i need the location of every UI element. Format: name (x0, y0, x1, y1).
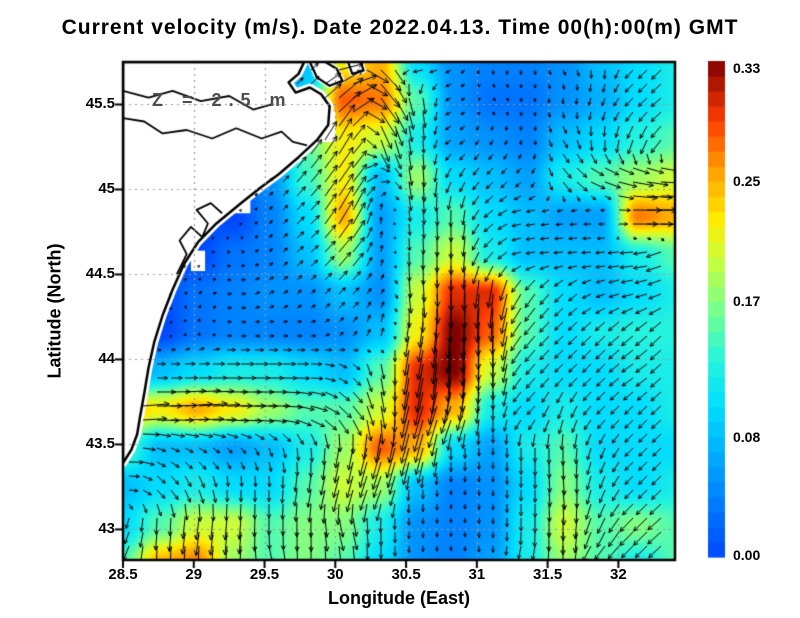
chart-title: Current velocity (m/s). Date 2022.04.13.… (61, 16, 739, 39)
y-tick-label: 43 (98, 520, 115, 538)
x-tick-label: 29 (185, 566, 203, 583)
x-tick-label: 28.5 (108, 566, 138, 583)
x-tick-label: 29.5 (249, 566, 280, 583)
x-axis-label: Longitude (East) (328, 588, 470, 608)
y-tick-label: 44 (98, 350, 115, 368)
x-tick-label: 32 (610, 566, 627, 583)
x-tick-label: 31.5 (533, 566, 563, 583)
x-tick-label: 30 (326, 566, 344, 583)
y-tick-label: 45.5 (85, 95, 115, 113)
colorbar-tick-label: 0.00 (733, 547, 761, 563)
depth-annotation: Z = 2.5 m (152, 90, 293, 110)
colorbar-tick-label: 0.17 (733, 293, 761, 310)
x-tick-label: 30.5 (391, 566, 421, 583)
x-tick-label: 31 (468, 566, 486, 583)
colorbar-tick-label: 0.33 (733, 60, 761, 76)
y-tick-label: 45 (98, 180, 115, 198)
colorbar-tick-label: 0.08 (733, 428, 761, 445)
y-tick-label: 43.5 (85, 435, 115, 453)
y-tick-label: 44.5 (85, 265, 115, 283)
colorbar-tick-label: 0.25 (733, 173, 761, 190)
